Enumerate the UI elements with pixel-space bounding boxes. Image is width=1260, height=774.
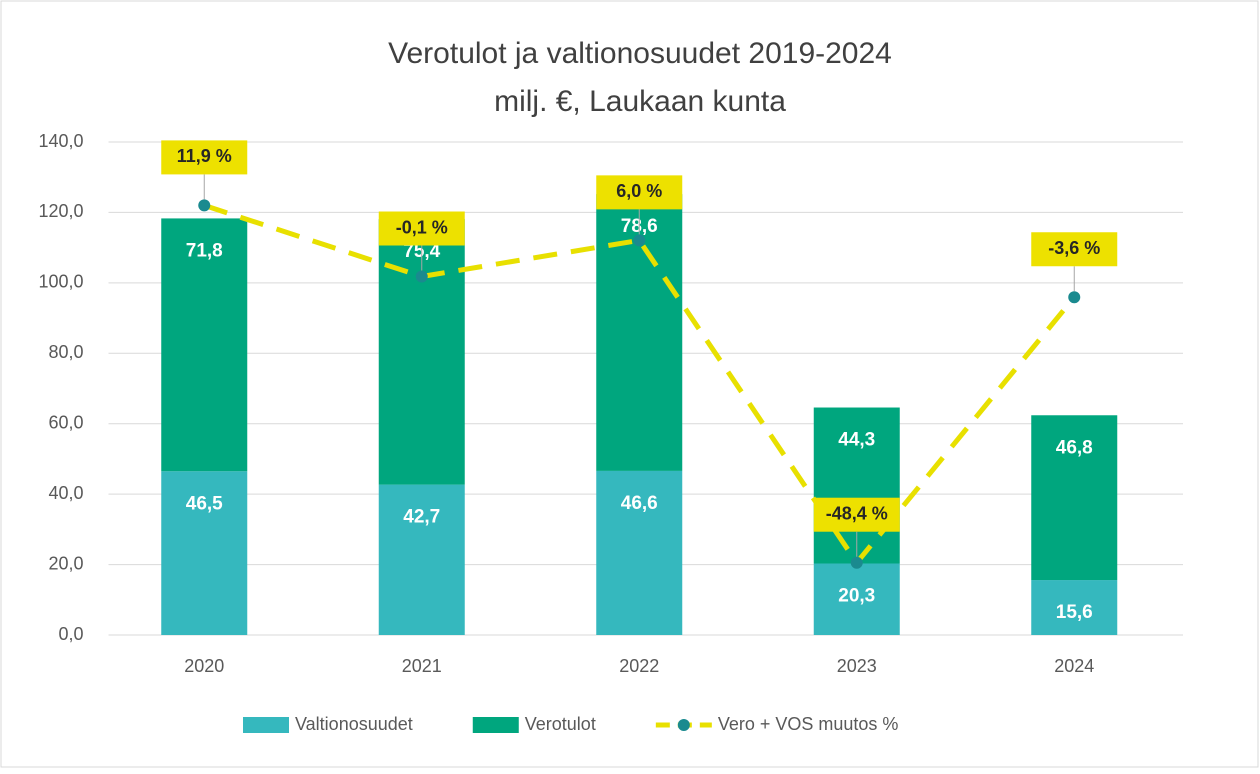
bar bbox=[161, 218, 248, 472]
x-tick-label: 2020 bbox=[184, 656, 224, 676]
data-label: 15,6 bbox=[1056, 602, 1093, 623]
y-tick-label: 80,0 bbox=[48, 342, 83, 362]
legend-marker bbox=[677, 719, 690, 731]
data-label: -0,1 % bbox=[396, 217, 448, 237]
data-label: 11,9 % bbox=[177, 146, 232, 166]
legend-swatch bbox=[472, 717, 519, 733]
x-tick-label: 2022 bbox=[619, 656, 659, 676]
data-label: 20,3 bbox=[838, 586, 875, 607]
x-tick-label: 2023 bbox=[837, 656, 877, 676]
legend-label: Valtionosuudet bbox=[295, 714, 413, 734]
y-tick-label: 40,0 bbox=[48, 483, 83, 503]
line-marker bbox=[633, 234, 646, 247]
bar bbox=[813, 563, 900, 635]
data-label: -3,6 % bbox=[1048, 238, 1100, 258]
label-box bbox=[378, 211, 465, 246]
bar bbox=[378, 484, 465, 635]
data-label: 46,6 bbox=[621, 493, 658, 514]
label-box bbox=[1031, 232, 1118, 267]
line-marker bbox=[198, 199, 211, 212]
y-tick-label: 120,0 bbox=[38, 201, 83, 221]
label-box bbox=[813, 497, 900, 532]
x-tick-label: 2024 bbox=[1054, 656, 1094, 676]
line-marker bbox=[850, 556, 863, 569]
legend-label: Vero + VOS muutos % bbox=[718, 714, 899, 734]
data-label: 46,8 bbox=[1056, 437, 1093, 458]
data-label: 44,3 bbox=[838, 430, 875, 451]
y-tick-label: 140,0 bbox=[38, 131, 83, 151]
bar bbox=[1031, 580, 1118, 635]
chart-title: Verotulot ja valtionosuudet 2019-2024 bbox=[388, 37, 892, 70]
bar bbox=[1031, 415, 1118, 581]
legend-swatch bbox=[243, 717, 289, 733]
data-label: 71,8 bbox=[186, 240, 223, 261]
data-label: -48,4 % bbox=[826, 503, 888, 523]
line bbox=[203, 203, 1077, 567]
y-tick-label: 60,0 bbox=[48, 412, 83, 432]
y-tick-label: 0,0 bbox=[58, 624, 83, 644]
y-tick-label: 100,0 bbox=[38, 272, 83, 292]
y-tick-label: 20,0 bbox=[48, 553, 83, 573]
data-label: 46,5 bbox=[186, 493, 223, 514]
line-marker bbox=[415, 270, 428, 283]
chart-subtitle: milj. €, Laukaan kunta bbox=[494, 85, 786, 118]
legend-label: Verotulot bbox=[525, 714, 596, 734]
bar bbox=[596, 470, 683, 635]
bar bbox=[161, 471, 248, 635]
x-tick-label: 2021 bbox=[402, 656, 442, 676]
label-box bbox=[161, 140, 248, 175]
line-marker bbox=[1068, 291, 1081, 304]
data-label: 42,7 bbox=[403, 507, 440, 528]
data-label: 6,0 % bbox=[616, 181, 662, 201]
label-box bbox=[596, 175, 683, 210]
